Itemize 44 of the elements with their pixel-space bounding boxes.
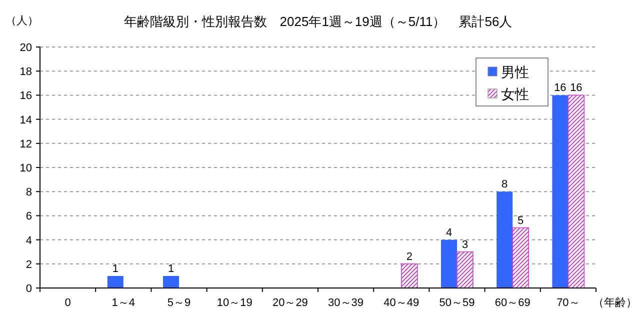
data-label: 16: [570, 82, 582, 94]
x-tick-label: 60～69: [494, 297, 530, 309]
bar: [552, 95, 568, 288]
data-label: 3: [462, 238, 468, 251]
chart-title: 年齢階級別・性別報告数 2025年1週～19週（～5/11） 累計56人: [124, 14, 512, 29]
data-label: 4: [446, 226, 452, 239]
x-tick-label: 70～: [556, 297, 580, 309]
y-tick-label: 20: [20, 42, 32, 54]
bar: [456, 251, 474, 288]
bar: [107, 276, 124, 288]
data-label: 8: [502, 178, 508, 191]
y-tick-label: 0: [26, 283, 32, 295]
bar: [568, 94, 585, 288]
x-tick-label: 30～39: [328, 297, 364, 309]
y-tick-label: 4: [26, 234, 32, 247]
y-tick-label: 16: [20, 90, 32, 102]
bar: [163, 276, 179, 288]
y-axis-title: （人）: [6, 15, 38, 27]
x-tick-label: 1～4: [112, 297, 136, 309]
x-tick-label: 0: [64, 297, 71, 309]
data-label: 2: [406, 250, 412, 263]
y-tick-label: 8: [26, 186, 32, 199]
y-tick-label: 6: [26, 210, 32, 223]
x-tick-label: 50～59: [439, 297, 475, 309]
y-tick-label: 2: [26, 258, 32, 271]
data-label: 1: [168, 262, 174, 275]
y-tick-label: 14: [20, 114, 32, 126]
x-tick-label: 10～19: [216, 297, 252, 309]
bar: [512, 227, 529, 288]
legend-label: 女性: [501, 86, 529, 102]
bar: [496, 192, 513, 288]
bar: [401, 264, 418, 288]
legend-label: 男性: [501, 64, 529, 80]
data-label: 1: [112, 262, 118, 275]
data-label: 16: [554, 82, 566, 94]
x-axis-title: （年齢）: [593, 297, 637, 309]
bar: [441, 240, 457, 288]
x-tick-label: 40～49: [384, 297, 420, 309]
x-tick-label: 20～29: [272, 297, 308, 309]
y-tick-label: 18: [20, 66, 32, 78]
x-tick-label: 5～9: [167, 297, 191, 309]
data-label: 5: [518, 214, 524, 227]
y-tick-label: 10: [20, 162, 32, 174]
y-tick-label: 12: [20, 138, 32, 150]
